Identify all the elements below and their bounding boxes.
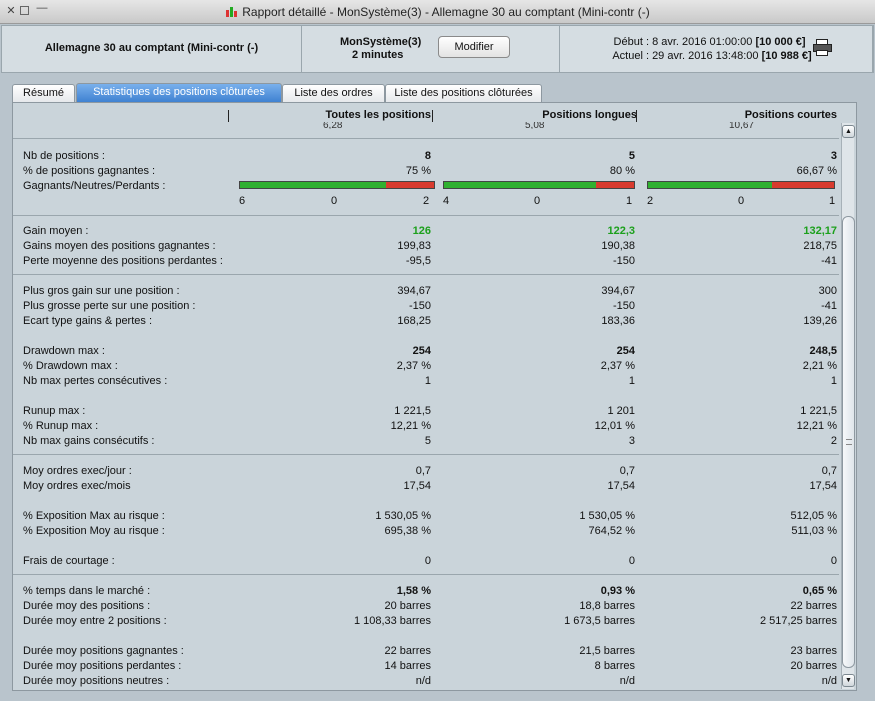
winners-count: 6 bbox=[239, 195, 246, 207]
losers-count: 2 bbox=[423, 195, 430, 207]
scroll-up-icon[interactable]: ▲ bbox=[842, 125, 855, 138]
grip-icon bbox=[846, 439, 852, 445]
vertical-scrollbar[interactable]: ▲ ▼ bbox=[841, 123, 855, 689]
divider bbox=[13, 574, 839, 575]
title-bar: ✕ — Rapport détaillé - MonSystème(3) - A… bbox=[0, 0, 875, 24]
start-row: Début : 8 avr. 2016 01:00:00 [10 000 €] bbox=[613, 36, 806, 48]
instrument-name: Allemagne 30 au comptant (Mini-contr (-) bbox=[44, 42, 259, 54]
stat-row: Durée moy positions neutres : n/d n/d n/… bbox=[23, 675, 837, 687]
stat-row: Nb max gains consécutifs : 5 3 2 bbox=[23, 435, 837, 447]
scrolled-value: 6,28 bbox=[323, 122, 343, 129]
loss-segment bbox=[596, 182, 634, 188]
candlestick-icon bbox=[225, 6, 239, 18]
stat-row: Drawdown max : 254 254 248,5 bbox=[23, 345, 837, 357]
column-header-all[interactable]: Toutes les positions bbox=[325, 109, 431, 121]
stat-row: Durée moy positions perdantes : 14 barre… bbox=[23, 660, 837, 672]
stat-row: Perte moyenne des positions perdantes : … bbox=[23, 255, 837, 267]
loss-segment bbox=[772, 182, 834, 188]
win-loss-bar-all bbox=[239, 181, 435, 189]
stat-row: Durée moy des positions : 20 barres 18,8… bbox=[23, 600, 837, 612]
column-header-long[interactable]: Positions longues bbox=[542, 109, 637, 121]
win-segment bbox=[648, 182, 772, 188]
stat-row: Gains moyen des positions gagnantes : 19… bbox=[23, 240, 837, 252]
stat-row: % Exposition Max au risque : 1 530,05 % … bbox=[23, 510, 837, 522]
column-separator[interactable] bbox=[636, 110, 637, 122]
win-loss-bar-short bbox=[647, 181, 835, 189]
winners-count: 2 bbox=[647, 195, 654, 207]
tab-resume[interactable]: Résumé bbox=[12, 84, 75, 103]
neutrals-count: 0 bbox=[738, 195, 745, 207]
tab-closed-positions-list[interactable]: Liste des positions clôturées bbox=[385, 84, 542, 103]
stat-row: Runup max : 1 221,5 1 201 1 221,5 bbox=[23, 405, 837, 417]
minimize-icon[interactable]: — bbox=[36, 2, 48, 14]
stat-row: Durée moy entre 2 positions : 1 108,33 b… bbox=[23, 615, 837, 627]
tab-closed-positions-stats[interactable]: Statistiques des positions clôturées bbox=[76, 83, 282, 103]
stat-row: Plus gros gain sur une position : 394,67… bbox=[23, 285, 837, 297]
neutrals-count: 0 bbox=[331, 195, 338, 207]
stat-row: Nb de positions : 8 5 3 bbox=[23, 150, 837, 162]
stat-row: % Runup max : 12,21 % 12,01 % 12,21 % bbox=[23, 420, 837, 432]
scroll-down-icon[interactable]: ▼ bbox=[842, 674, 855, 687]
maximize-icon[interactable] bbox=[20, 6, 29, 15]
stat-row: Ecart type gains & pertes : 168,25 183,3… bbox=[23, 315, 837, 327]
scrolled-value: 10,67 bbox=[729, 122, 755, 129]
current-date: 29 avr. 2016 13:48:00 bbox=[652, 50, 759, 62]
losers-count: 1 bbox=[829, 195, 836, 207]
start-date: 8 avr. 2016 01:00:00 bbox=[652, 36, 753, 48]
stat-row: Moy ordres exec/jour : 0,7 0,7 0,7 bbox=[23, 465, 837, 477]
losers-count: 1 bbox=[626, 195, 633, 207]
column-separator[interactable] bbox=[228, 110, 229, 122]
system-section: MonSystème(3) 2 minutes Modifier bbox=[302, 26, 560, 72]
column-separator[interactable] bbox=[432, 110, 433, 122]
stat-row: Moy ordres exec/mois 17,54 17,54 17,54 bbox=[23, 480, 837, 492]
stat-row: % de positions gagnantes : 75 % 80 % 66,… bbox=[23, 165, 837, 177]
instrument-section: Allemagne 30 au comptant (Mini-contr (-) bbox=[2, 26, 302, 72]
current-row: Actuel : 29 avr. 2016 13:48:00 [10 988 €… bbox=[612, 50, 812, 62]
stats-panel: Toutes les positions Positions longues P… bbox=[12, 102, 857, 691]
divider bbox=[13, 138, 839, 139]
loss-segment bbox=[385, 182, 434, 188]
timeframe: 2 minutes bbox=[352, 49, 404, 61]
win-segment bbox=[444, 182, 596, 188]
stat-row: Frais de courtage : 0 0 0 bbox=[23, 555, 837, 567]
system-name: MonSystème(3) bbox=[340, 36, 422, 48]
stat-row: Plus grosse perte sur une position : -15… bbox=[23, 300, 837, 312]
divider bbox=[13, 274, 839, 275]
divider bbox=[13, 215, 839, 216]
stat-row: % Drawdown max : 2,37 % 2,37 % 2,21 % bbox=[23, 360, 837, 372]
current-capital: [10 988 €] bbox=[761, 50, 812, 62]
start-capital: [10 000 €] bbox=[755, 36, 806, 48]
stat-row: Durée moy positions gagnantes : 22 barre… bbox=[23, 645, 837, 657]
winners-count: 4 bbox=[443, 195, 450, 207]
scrolled-value: 5,08 bbox=[525, 122, 545, 129]
column-header-short[interactable]: Positions courtes bbox=[744, 109, 837, 121]
modify-button[interactable]: Modifier bbox=[438, 36, 510, 58]
printer-icon[interactable] bbox=[813, 39, 833, 57]
scroll-thumb[interactable] bbox=[842, 216, 855, 668]
window-title: Rapport détaillé - MonSystème(3) - Allem… bbox=[0, 5, 875, 19]
tab-orders-list[interactable]: Liste des ordres bbox=[282, 84, 385, 103]
win-segment bbox=[240, 182, 386, 188]
dates-section: Début : 8 avr. 2016 01:00:00 [10 000 €] … bbox=[560, 26, 873, 72]
report-header: Allemagne 30 au comptant (Mini-contr (-)… bbox=[1, 25, 874, 73]
stat-row: Nb max pertes consécutives : 1 1 1 bbox=[23, 375, 837, 387]
win-loss-bar-long bbox=[443, 181, 635, 189]
neutrals-count: 0 bbox=[534, 195, 541, 207]
stat-row: Gagnants/Neutres/Perdants : bbox=[23, 180, 166, 192]
close-icon[interactable]: ✕ bbox=[6, 5, 16, 17]
divider bbox=[13, 454, 839, 455]
stat-row: % Exposition Moy au risque : 695,38 % 76… bbox=[23, 525, 837, 537]
stat-row: Gain moyen : 126 122,3 132,17 bbox=[23, 225, 837, 237]
stat-row: % temps dans le marché : 1,58 % 0,93 % 0… bbox=[23, 585, 837, 597]
